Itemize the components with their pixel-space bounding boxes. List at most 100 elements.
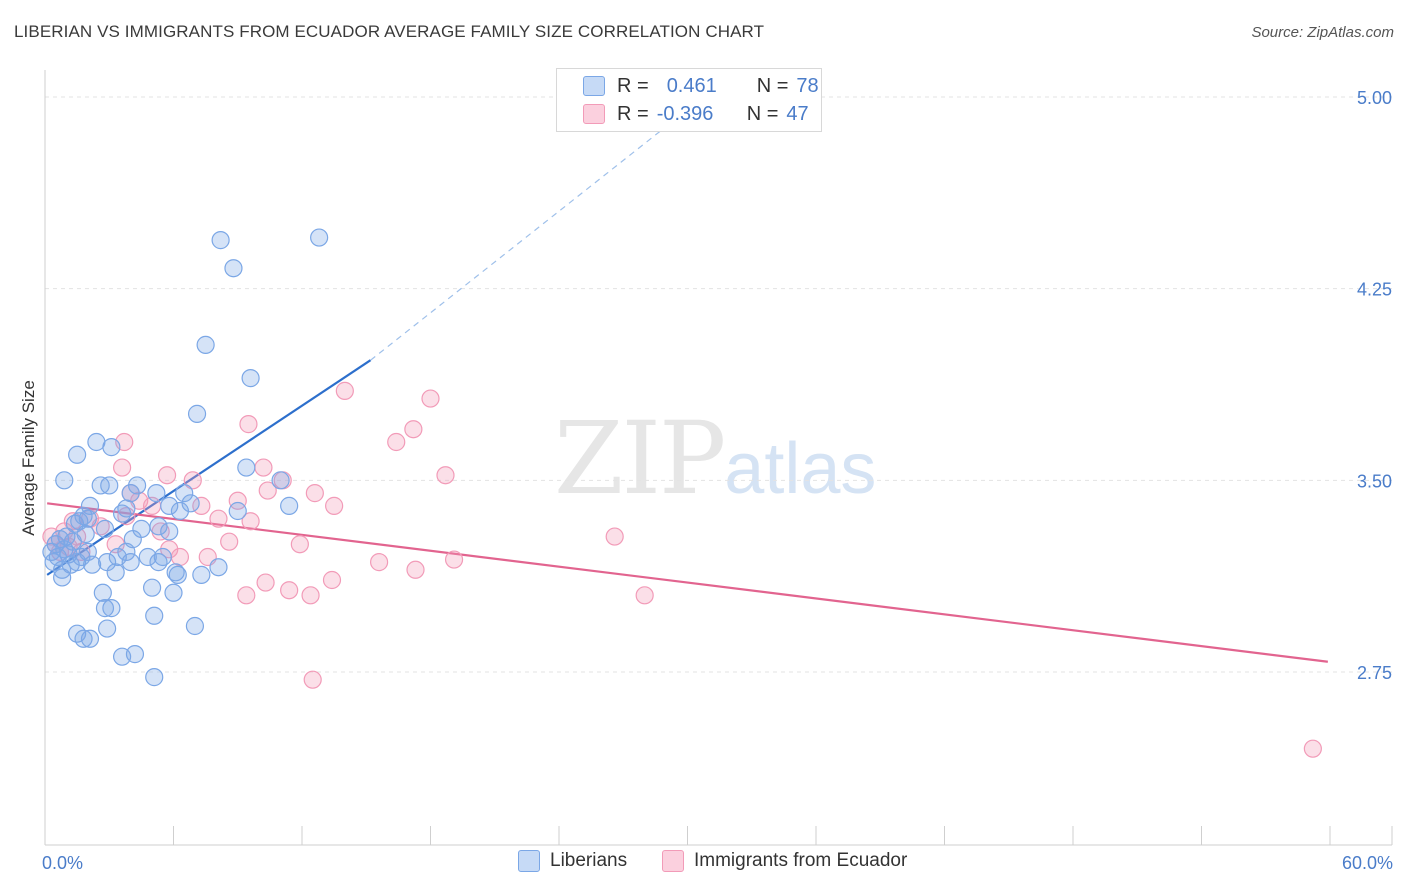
ecuador-point [421, 389, 440, 408]
ecuador-point [157, 466, 177, 485]
watermark-zip: ZIP [554, 400, 726, 517]
legend-r-label: R = [617, 74, 649, 97]
liberians-point [166, 563, 185, 582]
legend-row-ecuador: R = -0.396 N = 47 [583, 101, 809, 127]
ecuador-point [258, 481, 277, 500]
liberians-point [175, 484, 194, 503]
legend-swatch-ecuador [583, 104, 605, 124]
ecuador-point [254, 458, 273, 477]
ecuador-point [220, 532, 239, 551]
liberians-point [78, 509, 97, 528]
legend-row-liberians: R = 0.461 N = 78 [583, 73, 819, 99]
liberians-point [121, 484, 140, 503]
ecuador-point [387, 432, 406, 452]
ecuador-point [241, 512, 260, 531]
liberians-point [185, 616, 205, 636]
ecuador-point [325, 496, 344, 515]
y-tick-label: 2.75 [1357, 663, 1392, 683]
liberians-point [121, 553, 140, 572]
ecuador-point [635, 586, 654, 605]
chart-source: Source: ZipAtlas.com [1251, 24, 1394, 41]
watermark: ZIPatlas [554, 400, 876, 517]
ecuador-point [605, 527, 624, 546]
ecuador-point [406, 560, 425, 579]
series-legend-liberians[interactable]: Liberians [518, 850, 627, 872]
ecuador-point [112, 458, 132, 477]
ecuador-point [301, 586, 320, 605]
liberians-point [93, 583, 112, 602]
liberians-point [95, 599, 115, 618]
ecuador-swatch [662, 850, 684, 872]
ecuador-point [209, 509, 228, 528]
watermark-atlas: atlas [724, 429, 877, 509]
x-tick-label: 0.0% [42, 853, 83, 873]
axes [44, 70, 1393, 846]
liberians-point [280, 496, 299, 515]
ecuador-label: Immigrants from Ecuador [694, 850, 908, 871]
legend-r-value: 0.461 [666, 74, 717, 97]
liberians-point [80, 629, 100, 648]
ecuador-point [436, 466, 455, 485]
ecuador-point [1303, 739, 1322, 758]
ecuador-point [228, 491, 247, 510]
ecuador-point [237, 586, 256, 605]
liberians-label: Liberians [550, 850, 628, 871]
liberians-point [53, 560, 72, 579]
liberians-swatch [518, 850, 540, 872]
legend-r-label: R = [617, 102, 649, 125]
liberians-point [224, 259, 243, 278]
legend-n-label: N = [756, 74, 789, 97]
trend-lines [46, 83, 1328, 663]
ecuador-point [256, 573, 275, 592]
liberians-point [83, 555, 102, 574]
liberians-point [310, 228, 329, 247]
liberians-point [138, 547, 157, 567]
liberians-trend-line [46, 359, 372, 576]
liberians-point [102, 599, 121, 618]
ecuador-point [239, 415, 258, 434]
ecuador-point [170, 547, 190, 567]
y-tick-label: 3.50 [1357, 471, 1392, 491]
y-axis-title: Average Family Size [19, 380, 38, 536]
x-tick-label: 60.0% [1342, 853, 1393, 873]
liberians-point [160, 496, 179, 515]
liberians-point [147, 484, 166, 503]
liberians-point [211, 231, 230, 250]
liberians-point [237, 458, 256, 477]
ecuador-point [192, 496, 211, 515]
legend-n-label: N = [746, 102, 779, 125]
liberians-point [145, 606, 164, 625]
y-tick-label: 4.25 [1357, 280, 1392, 300]
liberians-point [100, 476, 119, 495]
chart-title: LIBERIAN VS IMMIGRANTS FROM ECUADOR AVER… [14, 22, 765, 41]
liberians-point [209, 558, 228, 577]
liberians-point [102, 438, 121, 457]
liberians-point [196, 335, 215, 354]
liberians-point [98, 619, 117, 638]
liberians-point [117, 499, 136, 518]
ecuador-trend-line [47, 502, 1328, 663]
liberians-trend-extension [370, 83, 720, 361]
liberians-point [132, 519, 151, 538]
liberians-point [170, 501, 190, 521]
series-legend-ecuador[interactable]: Immigrants from Ecuador [662, 850, 907, 872]
ecuador-point [290, 535, 309, 554]
liberians-point [74, 629, 93, 648]
liberians-point [187, 404, 207, 423]
liberians-point [168, 565, 187, 584]
liberians-point [153, 547, 172, 567]
ecuador-point [303, 670, 322, 689]
liberians-point [160, 522, 179, 541]
series-legend: Liberians Immigrants from Ecuador [0, 850, 1406, 878]
liberians-point [106, 563, 125, 582]
liberians-point [125, 645, 145, 664]
axis-labels: 5.00 4.25 3.50 2.75 0.0% 60.0% Average Family … [19, 88, 1393, 873]
legend-swatch-liberians [583, 76, 605, 96]
liberians-point [145, 668, 164, 687]
legend-n-value: 78 [796, 74, 819, 97]
ecuador-point [322, 570, 342, 590]
ecuador-point [305, 484, 324, 503]
liberians-point [241, 369, 260, 388]
data-points [42, 228, 1322, 758]
liberians-point [53, 568, 72, 587]
